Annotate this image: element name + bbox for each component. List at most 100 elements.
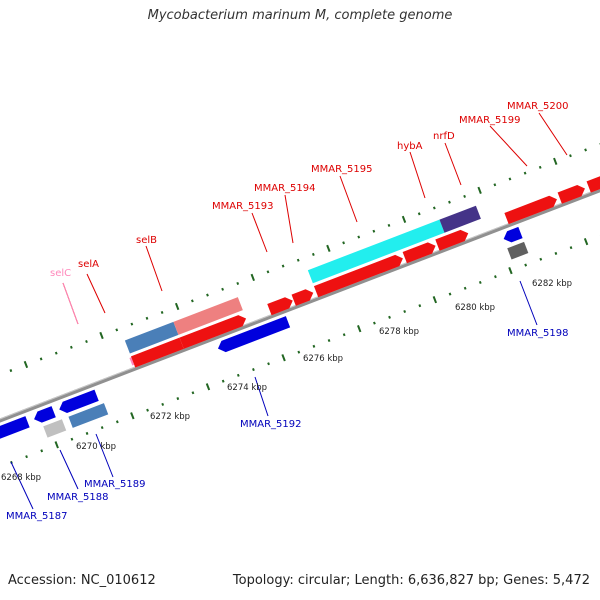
minor-tick xyxy=(417,212,421,216)
scale-label: 6274 kbp xyxy=(227,383,267,393)
major-tick xyxy=(357,325,362,333)
minor-tick xyxy=(448,292,452,296)
minor-tick xyxy=(70,437,74,441)
major-tick xyxy=(174,302,180,311)
label-MMAR_5200[interactable]: MMAR_5200 xyxy=(507,101,569,112)
minor-tick xyxy=(448,200,451,204)
minor-tick xyxy=(463,194,466,198)
minor-tick xyxy=(523,171,527,175)
major-tick xyxy=(508,267,513,275)
minor-tick xyxy=(569,154,572,158)
major-tick xyxy=(130,412,135,420)
accession-text: Accession: NC_010612 xyxy=(8,573,156,588)
minor-tick xyxy=(387,223,391,227)
scale-label: 6270 kbp xyxy=(76,442,116,452)
minor-tick xyxy=(432,206,436,210)
minor-tick xyxy=(69,345,73,349)
gene-MMAR_5194[interactable] xyxy=(291,287,316,306)
label-MMAR_5195[interactable]: MMAR_5195 xyxy=(311,164,373,175)
minor-tick xyxy=(236,281,240,285)
minor-tick xyxy=(160,310,164,315)
minor-tick xyxy=(115,328,119,332)
minor-tick xyxy=(508,177,512,181)
minor-tick xyxy=(39,357,43,361)
major-tick xyxy=(477,186,482,194)
gene-selC[interactable] xyxy=(129,357,135,366)
minor-tick xyxy=(539,257,543,261)
label-nrfD[interactable]: nrfD xyxy=(433,131,455,142)
gene-MMAR_5188-lower[interactable] xyxy=(43,419,67,438)
minor-tick xyxy=(267,362,270,366)
gene-MMAR_5189-lower[interactable] xyxy=(68,403,109,428)
minor-tick xyxy=(311,252,315,256)
gene-selA-lower[interactable] xyxy=(130,337,184,368)
label-selC[interactable]: selC xyxy=(50,268,71,279)
gene-MMAR_5200[interactable] xyxy=(557,183,588,204)
scale-label: 6276 kbp xyxy=(303,354,343,364)
minor-tick xyxy=(236,373,240,377)
label-MMAR_5192[interactable]: MMAR_5192 xyxy=(240,419,302,430)
minor-tick xyxy=(145,316,149,320)
gene-MMAR_5195[interactable] xyxy=(313,253,405,298)
minor-tick xyxy=(312,344,316,348)
gene-MMAR_5188[interactable] xyxy=(32,406,56,425)
minor-tick xyxy=(130,322,134,326)
gene-selB[interactable] xyxy=(173,297,243,335)
minor-tick xyxy=(221,379,225,383)
minor-tick xyxy=(418,304,422,308)
major-tick xyxy=(205,383,211,391)
label-MMAR_5187[interactable]: MMAR_5187 xyxy=(6,511,68,522)
minor-tick xyxy=(206,293,209,297)
label-MMAR_5188[interactable]: MMAR_5188 xyxy=(47,492,109,503)
minor-tick xyxy=(524,263,528,267)
topology-text: Topology: circular; Length: 6,636,827 bp… xyxy=(232,573,590,588)
minor-tick xyxy=(478,280,482,284)
minor-tick xyxy=(176,397,180,401)
gene-nrfD[interactable] xyxy=(439,205,481,233)
gene-hybA-lower[interactable] xyxy=(402,240,438,264)
forward-label-leaders xyxy=(62,112,568,325)
label-MMAR_5193[interactable]: MMAR_5193 xyxy=(212,201,274,212)
minor-tick xyxy=(85,431,89,435)
reverse-label-leaders xyxy=(10,280,538,510)
gene-MMAR_5193[interactable] xyxy=(267,295,295,316)
minor-tick xyxy=(494,275,497,279)
minor-tick xyxy=(161,402,165,406)
label-MMAR_5199[interactable]: MMAR_5199 xyxy=(459,115,521,126)
major-tick xyxy=(23,360,29,369)
minor-tick xyxy=(342,333,346,337)
gene-MMAR_5198-lower[interactable] xyxy=(507,241,529,260)
minor-tick xyxy=(9,369,13,373)
gene-nrfD-lower[interactable] xyxy=(435,228,470,251)
gene-MMAR_5192[interactable] xyxy=(216,316,291,354)
minor-tick xyxy=(266,270,270,274)
label-MMAR_5198[interactable]: MMAR_5198 xyxy=(507,328,569,339)
minor-tick xyxy=(252,368,255,372)
gene-MMAR_5189[interactable] xyxy=(57,389,99,416)
minor-tick xyxy=(538,165,542,169)
label-selA[interactable]: selA xyxy=(78,259,99,270)
label-hybA[interactable]: hybA xyxy=(397,141,423,152)
label-MMAR_5189[interactable]: MMAR_5189 xyxy=(84,479,146,490)
minor-tick xyxy=(327,339,331,343)
label-MMAR_5194[interactable]: MMAR_5194 xyxy=(254,183,316,194)
gene-MMAR_5198[interactable] xyxy=(502,226,523,245)
gene-MMAR_5187[interactable] xyxy=(0,416,30,449)
minor-tick xyxy=(100,426,104,430)
minor-tick xyxy=(493,183,497,187)
gene-hybA[interactable] xyxy=(307,219,445,284)
gene-selB-lower[interactable] xyxy=(179,313,249,349)
scale-label: 6282 kbp xyxy=(532,279,572,289)
gene-selA[interactable] xyxy=(124,321,179,354)
major-tick xyxy=(432,296,438,304)
minor-tick xyxy=(191,391,195,395)
major-tick xyxy=(54,441,59,449)
minor-tick xyxy=(584,148,587,152)
label-selB[interactable]: selB xyxy=(136,235,157,246)
gene-next-forward[interactable] xyxy=(586,169,600,193)
gene-MMAR_5199[interactable] xyxy=(504,194,559,225)
major-tick xyxy=(281,354,286,362)
major-tick xyxy=(553,157,558,165)
